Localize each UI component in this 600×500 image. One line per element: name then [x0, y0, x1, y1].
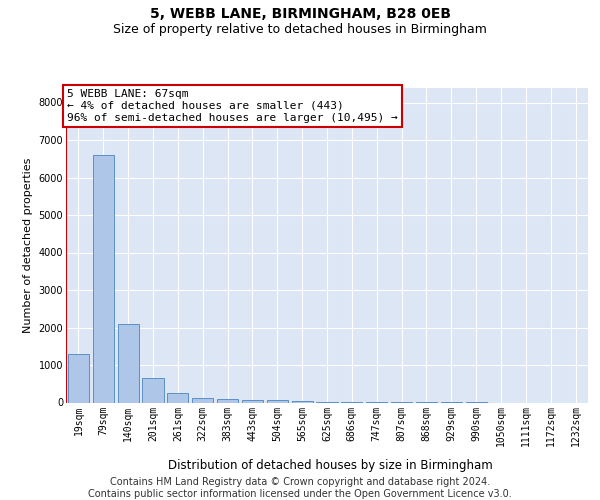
Text: Distribution of detached houses by size in Birmingham: Distribution of detached houses by size …	[167, 460, 493, 472]
Text: 5 WEBB LANE: 67sqm
← 4% of detached houses are smaller (443)
96% of semi-detache: 5 WEBB LANE: 67sqm ← 4% of detached hous…	[67, 90, 398, 122]
Text: 5, WEBB LANE, BIRMINGHAM, B28 0EB: 5, WEBB LANE, BIRMINGHAM, B28 0EB	[149, 8, 451, 22]
Bar	[192, 398, 213, 402]
Bar	[167, 393, 188, 402]
Bar	[267, 400, 288, 402]
Text: Contains HM Land Registry data © Crown copyright and database right 2024.
Contai: Contains HM Land Registry data © Crown c…	[88, 478, 512, 499]
Bar	[68, 354, 89, 403]
Bar	[142, 378, 164, 402]
Bar	[217, 399, 238, 402]
Text: Size of property relative to detached houses in Birmingham: Size of property relative to detached ho…	[113, 22, 487, 36]
Bar	[242, 400, 263, 402]
Bar	[93, 155, 114, 402]
Bar	[118, 324, 139, 402]
Y-axis label: Number of detached properties: Number of detached properties	[23, 158, 33, 332]
